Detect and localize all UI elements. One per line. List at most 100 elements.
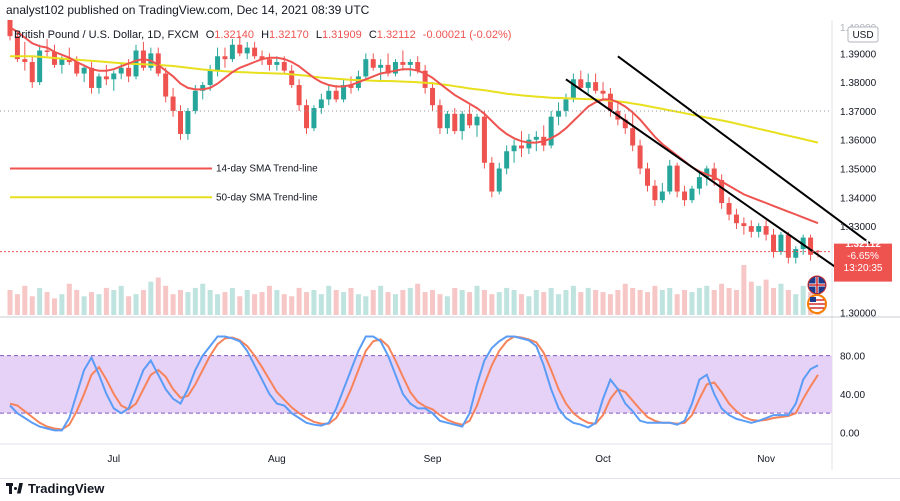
candle[interactable] (756, 223, 762, 238)
chart-area[interactable]: 14-day SMA Trend-line 50-day SMA Trend-l… (0, 20, 900, 478)
candle[interactable] (474, 113, 480, 137)
candle[interactable] (585, 73, 591, 94)
candle[interactable] (674, 162, 680, 198)
candle[interactable] (726, 197, 732, 221)
candle[interactable] (607, 87, 613, 117)
candle[interactable] (318, 93, 324, 114)
candle[interactable] (326, 85, 332, 106)
us-flag-icon[interactable] (807, 294, 827, 314)
candle[interactable] (778, 231, 784, 255)
candle[interactable] (392, 59, 398, 77)
candle[interactable] (304, 99, 310, 134)
candle[interactable] (430, 82, 436, 111)
uk-flag-icon[interactable] (807, 275, 827, 295)
candle[interactable] (593, 73, 599, 94)
candle[interactable] (771, 228, 777, 258)
candle[interactable] (652, 180, 658, 206)
candle[interactable] (363, 53, 369, 80)
candle[interactable] (155, 47, 161, 77)
channel-lower-line[interactable] (565, 78, 856, 282)
volume-bar (74, 290, 80, 315)
candle[interactable] (659, 182, 665, 204)
channel-upper-line[interactable] (617, 55, 871, 245)
candle[interactable] (259, 50, 265, 65)
candle[interactable] (511, 139, 517, 163)
candle[interactable] (719, 174, 725, 209)
candle[interactable] (763, 220, 769, 241)
candle[interactable] (370, 53, 376, 71)
candle[interactable] (518, 131, 524, 157)
candle[interactable] (682, 185, 688, 206)
candle[interactable] (808, 234, 814, 261)
candle[interactable] (556, 102, 562, 126)
candle[interactable] (222, 47, 228, 68)
candle[interactable] (459, 110, 465, 140)
candle[interactable] (237, 36, 243, 57)
candle[interactable] (548, 110, 554, 149)
candle[interactable] (793, 246, 799, 264)
candle[interactable] (111, 70, 117, 91)
candle[interactable] (170, 87, 176, 117)
candle[interactable] (600, 82, 606, 100)
candle[interactable] (570, 73, 576, 103)
candle[interactable] (311, 105, 317, 132)
candle[interactable] (185, 108, 191, 140)
candle[interactable] (81, 64, 87, 83)
stochastic-axis[interactable]: 80.00 40.00 0.00 (840, 352, 865, 440)
volume-bar (103, 287, 109, 315)
candle[interactable] (526, 133, 532, 155)
candle[interactable] (578, 70, 584, 91)
candle[interactable] (66, 47, 72, 65)
candle[interactable] (622, 113, 628, 134)
candlesticks[interactable] (7, 20, 821, 264)
candle[interactable] (289, 64, 295, 88)
candle[interactable] (163, 67, 169, 103)
candle[interactable] (407, 59, 413, 77)
currency-badge[interactable] (847, 26, 879, 43)
candle[interactable] (333, 85, 339, 103)
candle[interactable] (266, 53, 272, 71)
candle[interactable] (733, 208, 739, 229)
sma50-line[interactable] (10, 55, 819, 144)
candle[interactable] (630, 110, 636, 152)
candle[interactable] (378, 59, 384, 83)
candle[interactable] (496, 162, 502, 195)
candle[interactable] (252, 41, 258, 60)
candle[interactable] (748, 220, 754, 238)
tradingview-logo[interactable]: TradingView (6, 481, 104, 496)
candle[interactable] (467, 105, 473, 129)
candle[interactable] (533, 131, 539, 152)
stochastic-d-line[interactable] (9, 335, 819, 431)
candle[interactable] (741, 217, 747, 235)
candle[interactable] (645, 162, 651, 192)
candle[interactable] (244, 41, 250, 60)
candle[interactable] (200, 82, 206, 100)
candle[interactable] (229, 38, 235, 63)
candle[interactable] (96, 73, 102, 94)
candle[interactable] (422, 64, 428, 94)
candle[interactable] (689, 185, 695, 204)
candle[interactable] (481, 110, 487, 169)
candle[interactable] (704, 165, 710, 186)
stochastic-k-line[interactable] (9, 335, 819, 432)
candle[interactable] (504, 145, 510, 175)
candle[interactable] (89, 62, 95, 94)
candle[interactable] (400, 50, 406, 71)
candle[interactable] (637, 139, 643, 175)
candle[interactable] (437, 99, 443, 134)
candle[interactable] (103, 64, 109, 86)
candle[interactable] (444, 110, 450, 134)
candle[interactable] (341, 79, 347, 103)
candle[interactable] (489, 156, 495, 198)
candle[interactable] (118, 62, 124, 80)
time-axis[interactable]: JulAugSepOctNovDec (107, 454, 900, 465)
candle[interactable] (29, 56, 35, 88)
candle[interactable] (452, 108, 458, 134)
volume-bar (793, 294, 799, 315)
close-value: 1.32112 (377, 29, 416, 41)
candle[interactable] (667, 159, 673, 195)
candle[interactable] (296, 79, 302, 111)
candle[interactable] (37, 44, 43, 86)
candle[interactable] (696, 171, 702, 195)
candle[interactable] (785, 231, 791, 264)
